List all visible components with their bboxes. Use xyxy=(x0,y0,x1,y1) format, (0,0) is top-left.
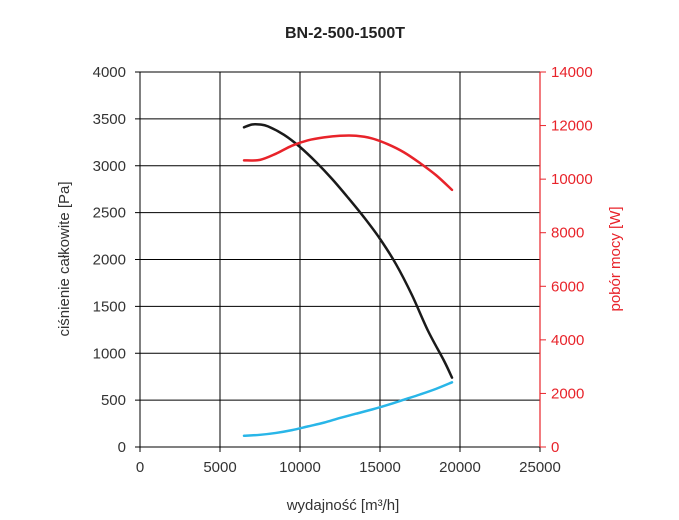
series-group xyxy=(242,122,454,437)
x-tick-label: 15000 xyxy=(359,459,401,476)
x-tick-label: 0 xyxy=(136,459,144,476)
x-tick-label: 5000 xyxy=(203,459,236,476)
x-axis-label: wydajność [m³/h] xyxy=(286,497,400,514)
y-right-tick-label: 12000 xyxy=(551,118,593,135)
y-left-tick-label: 3500 xyxy=(93,111,126,128)
y-left-axis-label: ciśnienie całkowite [Pa] xyxy=(56,181,73,336)
y-right-tick-label: 14000 xyxy=(551,64,593,81)
y-right-tick-label: 10000 xyxy=(551,171,593,188)
y-left-tick-label: 4000 xyxy=(93,64,126,81)
y-right-axis-label: pobór mocy [W] xyxy=(607,206,624,311)
y-right-tick-label: 2000 xyxy=(551,385,584,402)
y-left-tick-label: 1000 xyxy=(93,345,126,362)
chart-title: BN-2-500-1500T xyxy=(285,25,405,42)
y-left-tick-label: 500 xyxy=(101,392,126,409)
y-right-tick-label: 6000 xyxy=(551,278,584,295)
y-left-axis-ticks: 0 500 1000 1500 2000 2500 3000 3500 4000 xyxy=(93,64,140,456)
y-left-tick-label: 2500 xyxy=(93,205,126,222)
y-left-tick-label: 1500 xyxy=(93,298,126,315)
y-right-tick-label: 8000 xyxy=(551,225,584,242)
x-tick-label: 25000 xyxy=(519,459,561,476)
y-left-tick-label: 3000 xyxy=(93,158,126,175)
y-right-axis-ticks: 0 2000 4000 6000 8000 10000 12000 14000 xyxy=(540,64,593,456)
y-right-tick-label: 4000 xyxy=(551,332,584,349)
y-right-tick-label: 0 xyxy=(551,439,559,456)
series-pressure-line xyxy=(242,122,454,379)
x-tick-label: 20000 xyxy=(439,459,481,476)
x-tick-label: 10000 xyxy=(279,459,321,476)
y-left-tick-label: 2000 xyxy=(93,252,126,269)
series-efficiency-line xyxy=(242,381,454,437)
series-power-line xyxy=(242,134,454,192)
grid xyxy=(139,71,541,448)
x-axis-ticks: 0 5000 10000 15000 20000 25000 xyxy=(136,447,561,476)
y-left-tick-label: 0 xyxy=(118,439,126,456)
